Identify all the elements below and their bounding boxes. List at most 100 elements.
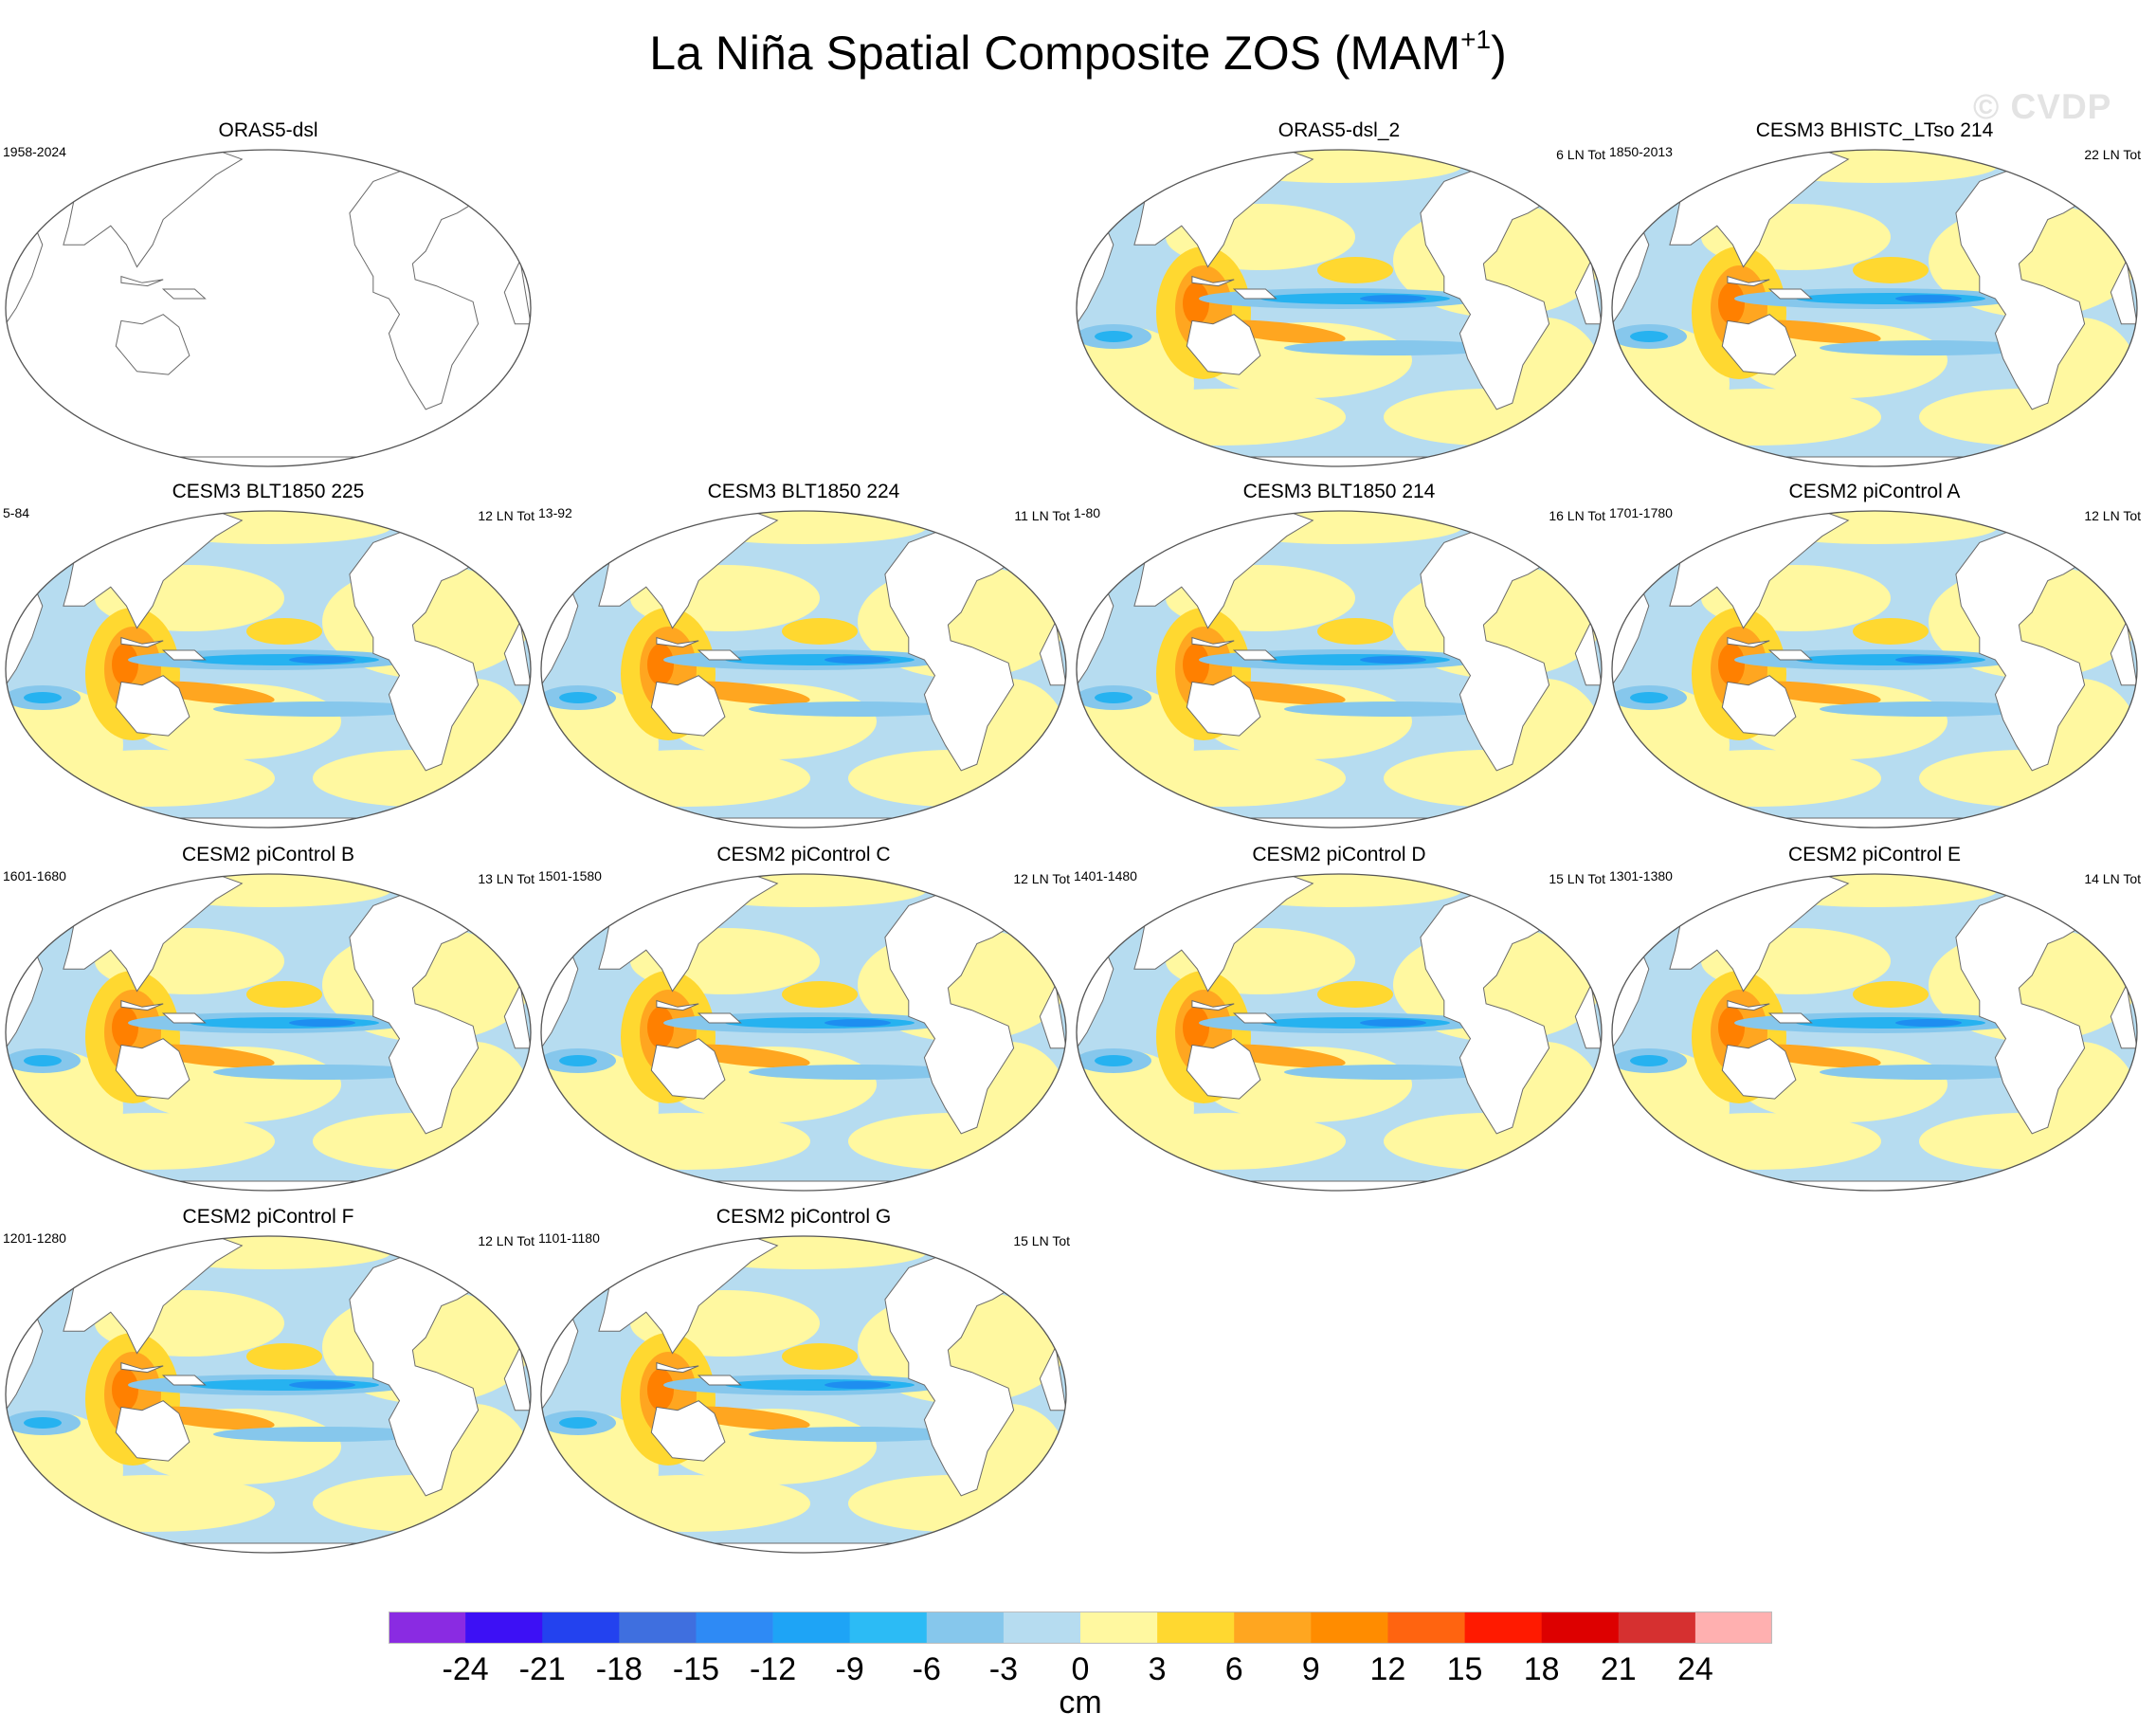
landmass-islands1	[656, 999, 699, 1011]
landmass-australia	[650, 1400, 726, 1462]
negative-anomaly	[559, 1417, 597, 1429]
panel-event-count: 13 LN Tot	[478, 871, 534, 886]
negative-anomaly	[24, 1417, 62, 1429]
negative-anomaly	[24, 1055, 62, 1066]
panel-years: 1101-1180	[538, 1230, 600, 1246]
landmass-islands2	[697, 1012, 742, 1024]
map-panel: CESM3 BLT1850 214 1-80 16 LN Tot	[1071, 480, 1607, 830]
landmass-america	[1955, 889, 2101, 1135]
map-canvas	[1076, 510, 1603, 829]
colorbar-box	[465, 1612, 543, 1644]
ocean-field	[6, 511, 531, 828]
landmass-antarctica	[1155, 456, 1523, 466]
landmass-antarctica	[620, 1180, 987, 1191]
positive-anomaly	[1317, 981, 1393, 1008]
map-frame	[1076, 510, 1603, 829]
landmass-greenland	[445, 511, 511, 537]
landmass-africaR	[503, 259, 531, 325]
landmass-islands1	[1727, 636, 1770, 648]
negative-anomaly	[824, 656, 891, 664]
landmass-greenland	[981, 511, 1046, 537]
landmass-antarctica	[620, 1542, 987, 1553]
positive-anomaly	[1384, 389, 1592, 446]
landmass-antarctica	[1691, 456, 2058, 466]
map-panel: CESM2 piControl F 1201-1280 12 LN Tot	[0, 1205, 536, 1556]
landmass-africaR	[1574, 259, 1602, 325]
positive-anomaly	[782, 981, 858, 1008]
colorbar-tick-label: 6	[1225, 1651, 1243, 1687]
map-canvas	[1611, 510, 2138, 829]
panel-years: 1-80	[1074, 505, 1101, 520]
landmass-islands2	[161, 288, 207, 300]
negative-anomaly	[24, 692, 62, 703]
panel-event-count: 14 LN Tot	[2084, 871, 2141, 886]
landmass-islands1	[656, 636, 699, 648]
negative-anomaly	[289, 1381, 355, 1389]
positive-anomaly	[313, 1113, 521, 1170]
landmass-islands1	[120, 1361, 164, 1374]
panel-title: CESM2 piControl G	[716, 1206, 892, 1228]
warm-pool-anomaly	[1183, 1007, 1209, 1048]
landmass-greenland	[445, 874, 511, 901]
landmass-islands1	[1727, 275, 1770, 287]
landmass-america	[1420, 526, 1566, 772]
colorbar-box	[1311, 1612, 1388, 1644]
landmass-antarctica	[1691, 1180, 2058, 1191]
colorbar-units: cm	[1059, 1684, 1102, 1721]
panel-years: 13-92	[538, 505, 572, 520]
negative-anomaly	[1820, 340, 2038, 355]
colorbar-outline	[389, 1612, 1772, 1644]
map-frame	[1076, 873, 1603, 1192]
landmass-america	[1955, 526, 2101, 772]
colorbar-box	[1541, 1612, 1620, 1644]
map-canvas	[5, 873, 532, 1192]
panel-event-count: 15 LN Tot	[1549, 871, 1605, 886]
colorbar-box	[696, 1612, 773, 1644]
panel-years: 1850-2013	[1609, 144, 1673, 159]
landmass-australia	[115, 1038, 190, 1100]
negative-anomaly	[1284, 701, 1502, 717]
negative-anomaly	[213, 701, 431, 717]
map-canvas	[1076, 873, 1603, 1192]
landmass-africaR	[1574, 620, 1602, 686]
colorbar-tick-label: -21	[519, 1651, 566, 1687]
colorbar-tick-label: -15	[673, 1651, 719, 1687]
panel-years: 1401-1480	[1074, 868, 1137, 883]
negative-anomaly	[1630, 1055, 1668, 1066]
landmass-australia	[1186, 675, 1261, 737]
panel-event-count: 12 LN Tot	[1013, 871, 1070, 886]
landmass-australia	[115, 314, 190, 375]
panel-years: 1601-1680	[3, 868, 66, 883]
landmass-islands2	[1232, 1012, 1277, 1024]
colorbar-tick-label: -9	[836, 1651, 864, 1687]
landmass-america	[1420, 165, 1566, 410]
panel-title: CESM3 BLT1850 214	[1242, 481, 1436, 502]
negative-anomaly	[749, 701, 967, 717]
negative-anomaly	[289, 1019, 355, 1027]
negative-anomaly	[559, 692, 597, 703]
landmass-islands2	[161, 1012, 207, 1024]
colorbar-box	[1464, 1612, 1542, 1644]
landmass-america	[349, 889, 495, 1135]
map-frame	[540, 510, 1067, 829]
map-frame	[1611, 149, 2138, 467]
warm-pool-anomaly	[112, 1369, 138, 1411]
landmass-greenland	[981, 874, 1046, 901]
colorbar-tick-label: 3	[1149, 1651, 1167, 1687]
map-panel: CESM2 piControl D 1401-1480 15 LN Tot	[1071, 843, 1607, 1193]
negative-anomaly	[1284, 340, 1502, 355]
map-frame	[1076, 149, 1603, 467]
positive-anomaly	[1853, 618, 1929, 645]
negative-anomaly	[1895, 1019, 1962, 1027]
colorbar-box	[619, 1612, 697, 1644]
landmass-islands2	[697, 649, 742, 661]
map-panel: CESM2 piControl C 1501-1580 12 LN Tot	[535, 843, 1072, 1193]
landmass-australia	[115, 675, 190, 737]
ocean-field	[1612, 150, 2137, 466]
negative-anomaly	[213, 1065, 431, 1080]
map-frame	[5, 873, 532, 1192]
landmass-africaR	[2110, 259, 2137, 325]
panel-years: 1701-1780	[1609, 505, 1673, 520]
colorbar-tick-label: 0	[1072, 1651, 1090, 1687]
ocean-field	[6, 874, 531, 1191]
